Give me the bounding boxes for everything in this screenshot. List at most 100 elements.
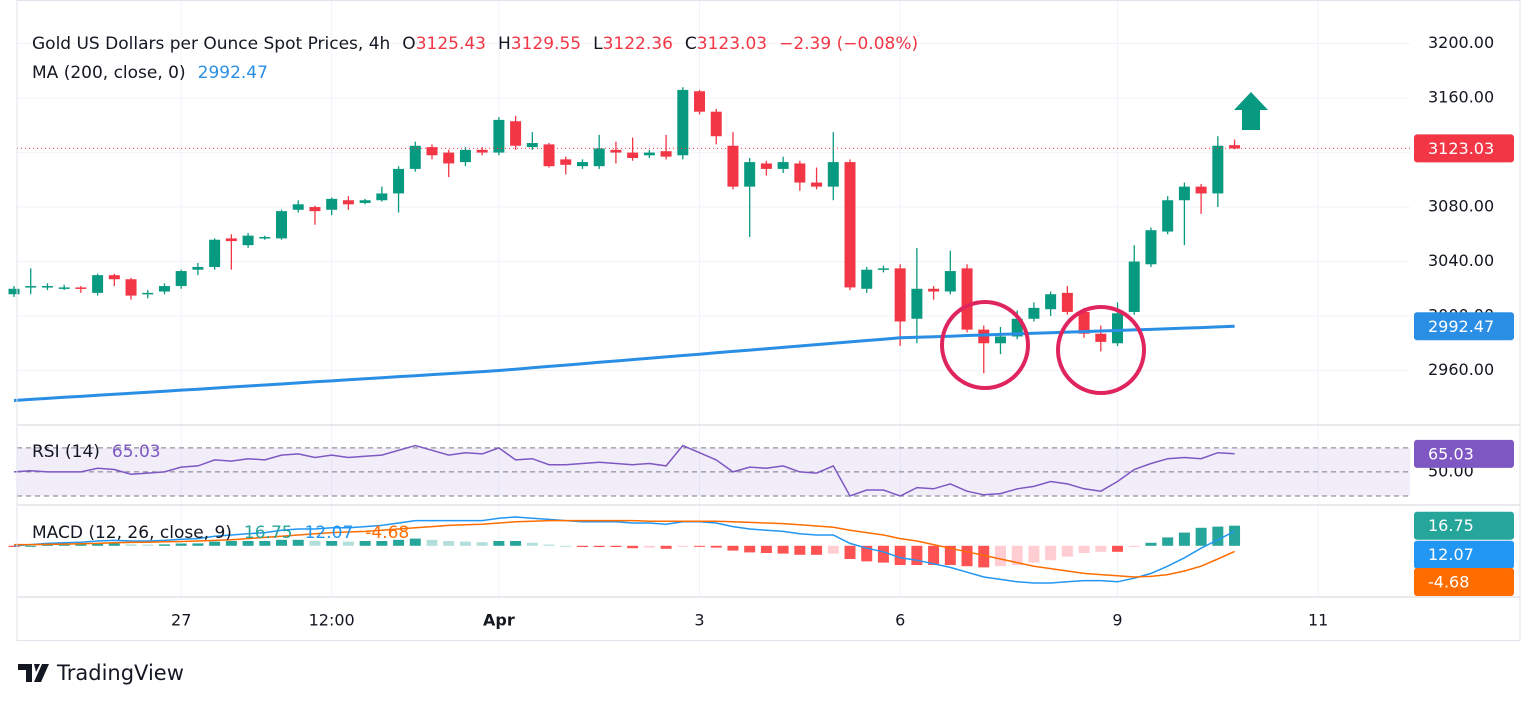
candle-body <box>1095 333 1107 342</box>
macd-histogram-bar <box>393 539 405 546</box>
macd-histogram-bar <box>276 539 288 546</box>
candle-body <box>309 207 321 212</box>
candle-body <box>593 148 605 167</box>
rsi-name: RSI (14) <box>32 442 100 462</box>
candle-body <box>426 147 438 156</box>
y-tick-label: 3160.00 <box>1428 88 1494 107</box>
histogram-value-label-box <box>1414 511 1514 540</box>
macd-histogram-bar <box>359 541 371 546</box>
close-label: C <box>685 34 697 54</box>
candle-body <box>25 286 37 288</box>
macd-histogram-bar <box>125 544 137 546</box>
macd-histogram-bar <box>928 545 940 565</box>
candle-body <box>393 168 405 194</box>
macd-histogram-bar <box>1162 537 1174 546</box>
macd-histogram-bar <box>877 545 889 563</box>
candle-body <box>108 275 120 280</box>
macd-histogram-bar <box>158 544 170 546</box>
macd-histogram-bar <box>1145 542 1157 546</box>
macd-histogram-bar <box>710 545 722 548</box>
macd-histogram-bar <box>1229 525 1241 546</box>
ma-name: MA (200, close, 0) <box>32 63 186 83</box>
candle-body <box>92 275 104 293</box>
macd-histogram-bar <box>1078 545 1090 553</box>
y-tick-label: 3040.00 <box>1428 251 1494 270</box>
candle-body <box>961 268 973 330</box>
macd-histogram-bar <box>1128 545 1140 547</box>
close-value: 3123.03 <box>697 34 767 54</box>
candle-body <box>1128 261 1140 312</box>
candle-body <box>158 286 170 292</box>
candle-body <box>342 200 354 205</box>
rsi-line <box>13 444 1235 497</box>
candle-body <box>359 200 371 203</box>
macd-histogram-bar <box>576 545 588 547</box>
macd-histogram-bar <box>1212 526 1224 546</box>
change: −2.39 (−0.08%) <box>779 34 918 54</box>
logo-icon <box>18 664 49 682</box>
candle-body <box>1028 307 1040 319</box>
macd-histogram-bar <box>92 543 104 546</box>
macd-histogram-bar <box>292 539 304 546</box>
macd-histogram-bar <box>409 538 421 546</box>
x-tick-label: 11 <box>1308 611 1328 630</box>
high-label: H <box>498 34 511 54</box>
candle-body <box>242 235 254 246</box>
macd-histogram-bar <box>543 544 555 546</box>
macd-histogram-bar <box>493 541 505 546</box>
candle-body <box>209 239 221 267</box>
macd-histogram-bar <box>894 545 906 565</box>
macd-histogram-bar <box>627 545 639 549</box>
up-arrow <box>1234 92 1268 130</box>
chart-title: Gold US Dollars per Ounce Spot Prices, 4… <box>32 34 390 54</box>
logo: TradingView <box>18 661 184 685</box>
macd-histogram-bar <box>376 541 388 546</box>
candle-body <box>292 204 304 210</box>
x-tick-label: 6 <box>895 611 905 630</box>
legend: MACD (12, 26, close, 9) 16.75 12.07 -4.68 <box>32 523 409 543</box>
macd-histogram-bar <box>1011 545 1023 565</box>
macd-histogram-bar <box>944 545 956 565</box>
macd-histogram-bar <box>660 545 672 549</box>
candle-body <box>1011 318 1023 337</box>
candle-body <box>1078 311 1090 334</box>
candle-body <box>1045 294 1057 310</box>
candle-body <box>1229 145 1241 149</box>
legend: MA (200, close, 0) 2992.47 <box>32 63 268 83</box>
candle-body <box>877 268 889 270</box>
macd-histogram-bar <box>961 545 973 567</box>
candle-body <box>727 145 739 187</box>
candle-body <box>560 159 572 165</box>
signal-value-label-box <box>1414 568 1514 596</box>
candle-body <box>928 288 940 292</box>
candle-body <box>476 149 488 153</box>
macd-histogram-bar <box>443 541 455 546</box>
histogram-value: 16.75 <box>244 523 293 543</box>
candle-body <box>1178 186 1190 201</box>
candle-body <box>142 292 154 295</box>
macd-histogram-bar <box>1045 545 1057 561</box>
low-label: L <box>593 34 603 54</box>
candle-body <box>259 237 271 239</box>
x-tick-label: 3 <box>694 611 704 630</box>
candle-body <box>861 269 873 289</box>
rsi-value: 65.03 <box>112 442 161 462</box>
macd-histogram-bar <box>75 544 87 546</box>
candle-body <box>8 288 20 295</box>
macd-histogram-bar <box>175 543 187 546</box>
signal-value: -4.68 <box>365 523 409 543</box>
ma-value: 2992.47 <box>198 63 268 83</box>
candle-body <box>994 336 1006 344</box>
candle-body <box>643 152 655 156</box>
macd-histogram-bar <box>192 543 204 546</box>
candle-body <box>844 162 856 288</box>
brand: TradingView <box>56 661 184 685</box>
macd-histogram-bar <box>911 545 923 565</box>
candle-body <box>543 144 555 167</box>
macd-histogram-bar <box>827 545 839 554</box>
candle-body <box>41 286 53 288</box>
macd-histogram-bar <box>811 545 823 555</box>
macd-value-label: 12.07 <box>1428 545 1474 564</box>
